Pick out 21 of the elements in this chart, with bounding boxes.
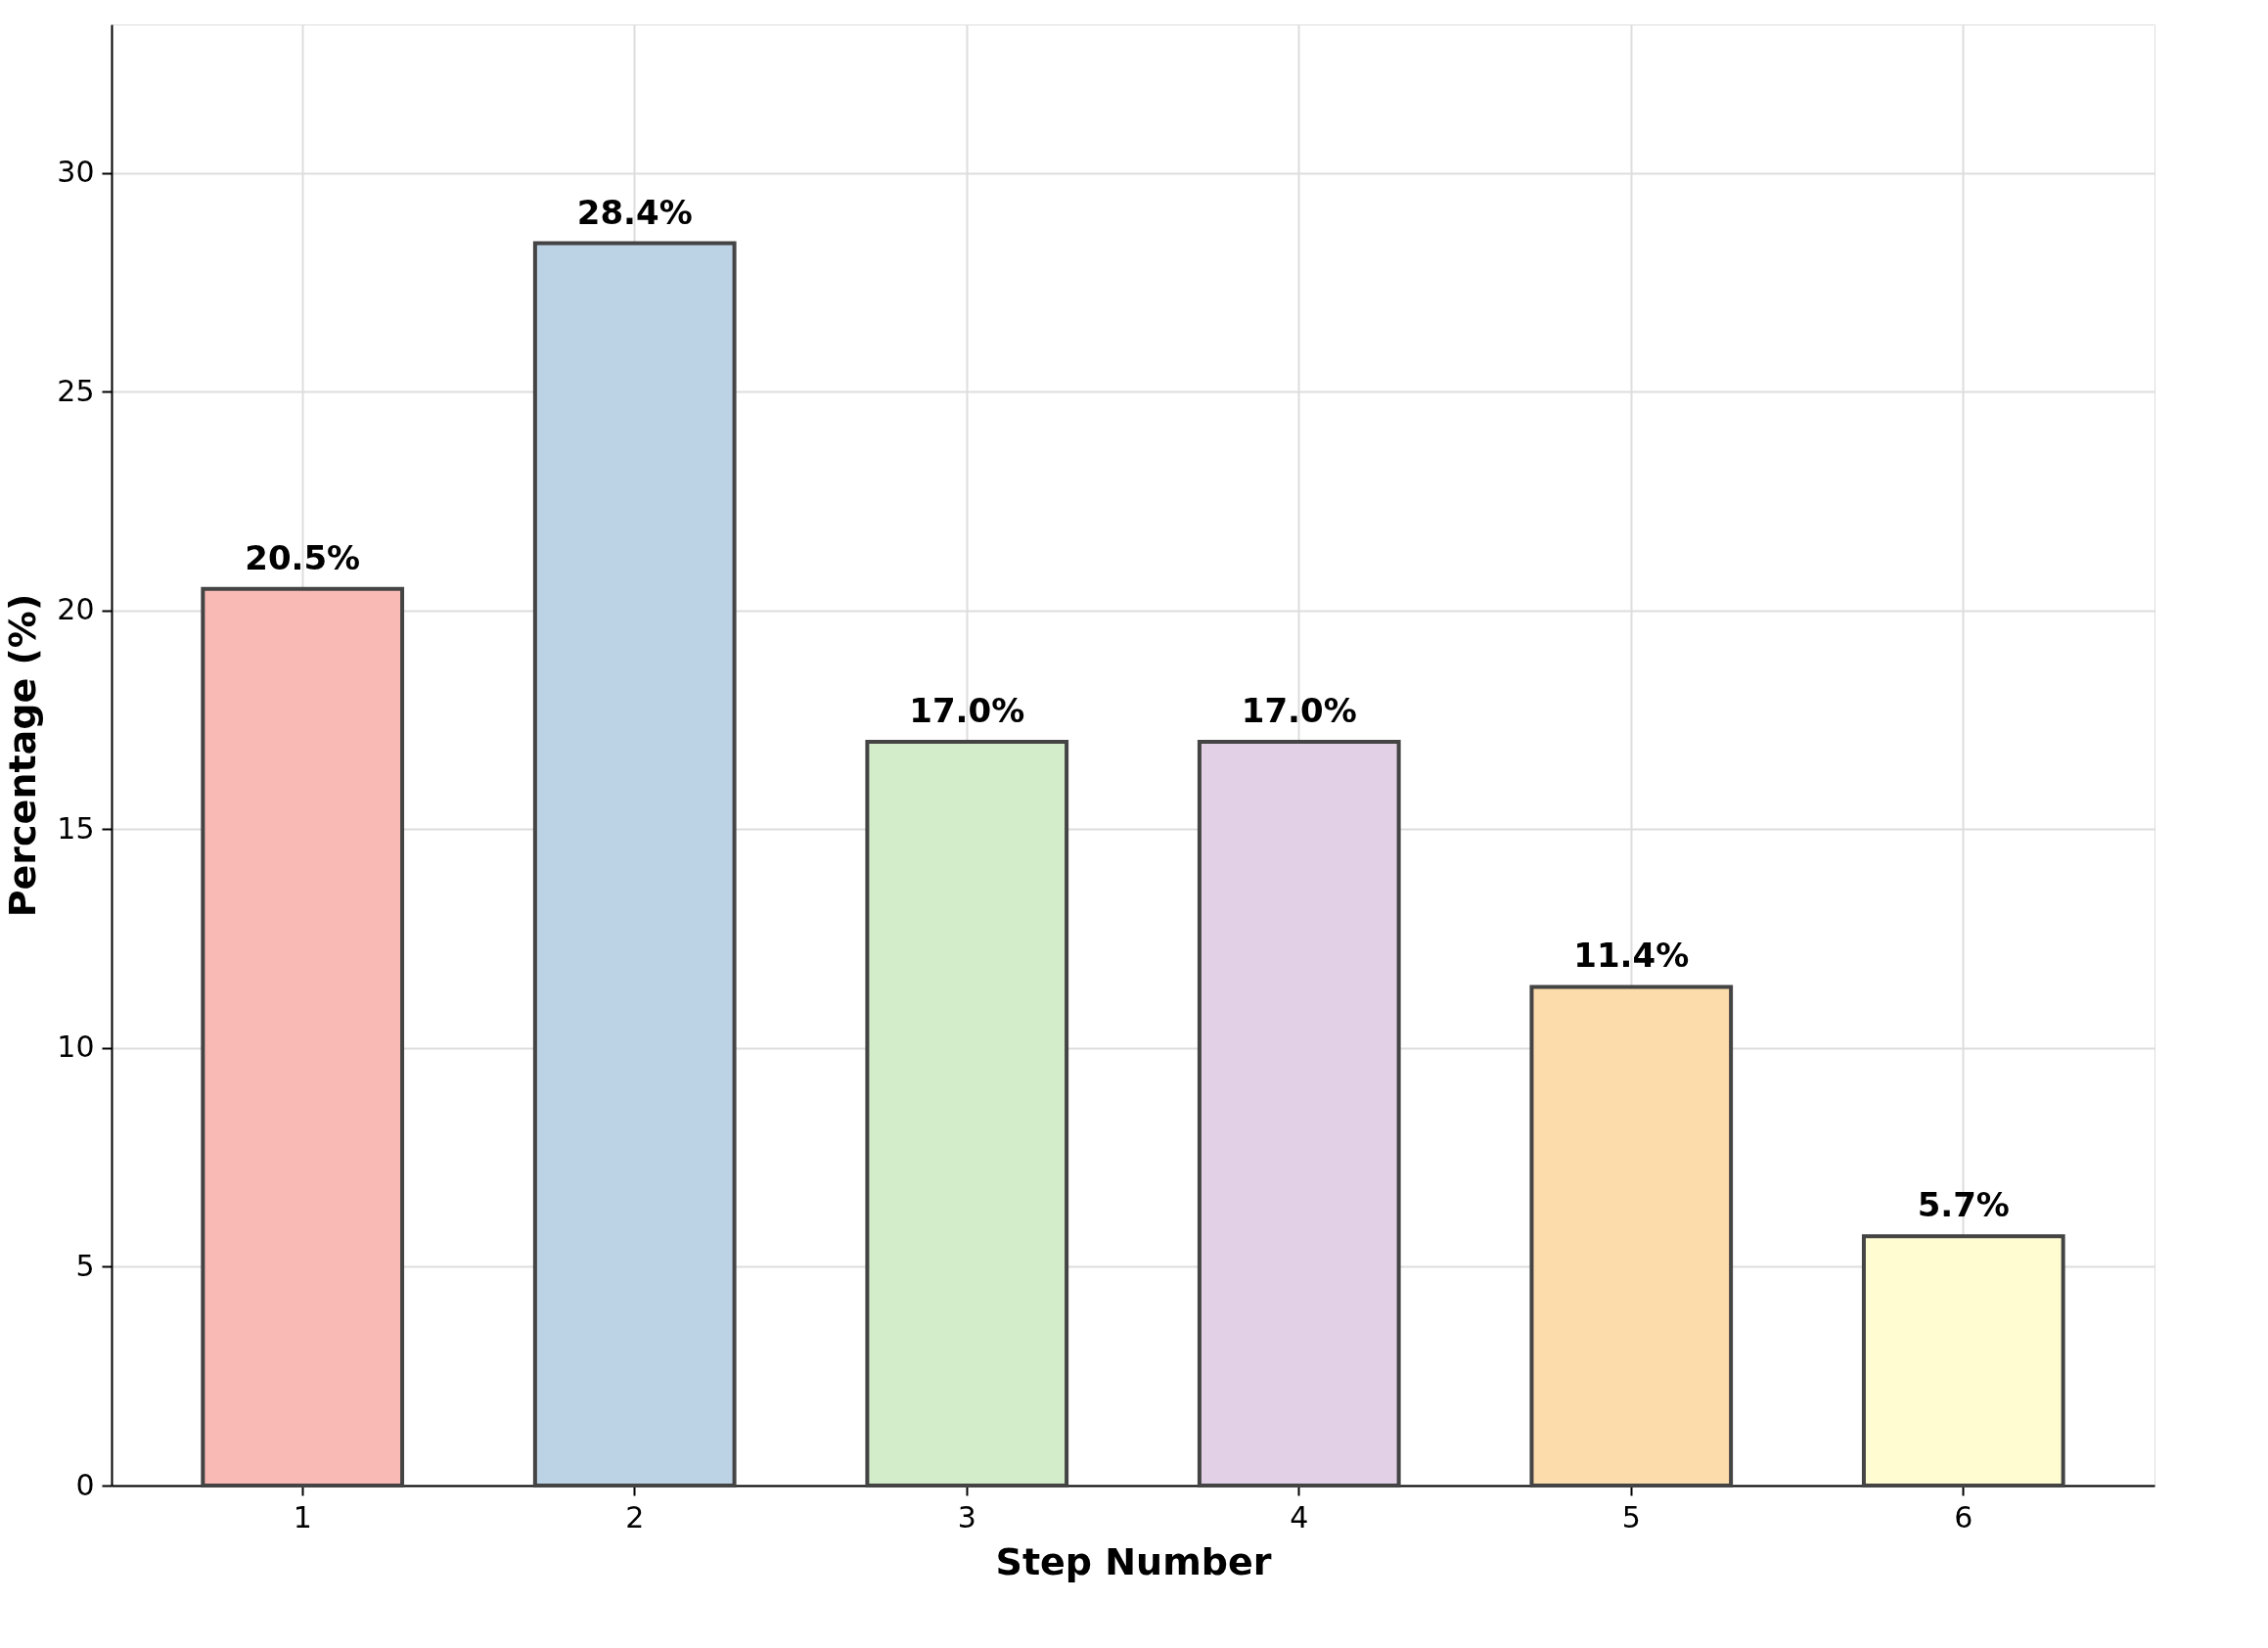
x-tick-label: 1 xyxy=(293,1499,312,1534)
data-label: 5.7% xyxy=(1917,1185,2010,1225)
x-tick-label: 5 xyxy=(1621,1499,1641,1534)
data-label: 11.4% xyxy=(1573,936,1690,976)
y-tick-label: 5 xyxy=(75,1249,95,1283)
x-tick-label: 6 xyxy=(1954,1499,1973,1534)
y-tick-label: 30 xyxy=(57,155,95,190)
y-tick-label: 0 xyxy=(75,1467,95,1502)
data-label: 20.5% xyxy=(245,537,361,577)
data-label: 17.0% xyxy=(909,691,1025,731)
x-tick-label: 2 xyxy=(625,1499,645,1534)
y-axis-title: Percentage (%) xyxy=(1,593,45,918)
x-tick-label: 4 xyxy=(1290,1499,1309,1534)
y-tick-label: 20 xyxy=(57,592,95,627)
data-label: 28.4% xyxy=(576,192,693,232)
x-axis-title: Step Number xyxy=(995,1539,1272,1583)
y-tick-label: 15 xyxy=(57,810,95,846)
y-tick-label: 10 xyxy=(57,1030,95,1065)
y-tick-label: 25 xyxy=(57,373,95,408)
data-label: 17.0% xyxy=(1241,691,1357,731)
x-tick-label: 3 xyxy=(957,1499,976,1534)
